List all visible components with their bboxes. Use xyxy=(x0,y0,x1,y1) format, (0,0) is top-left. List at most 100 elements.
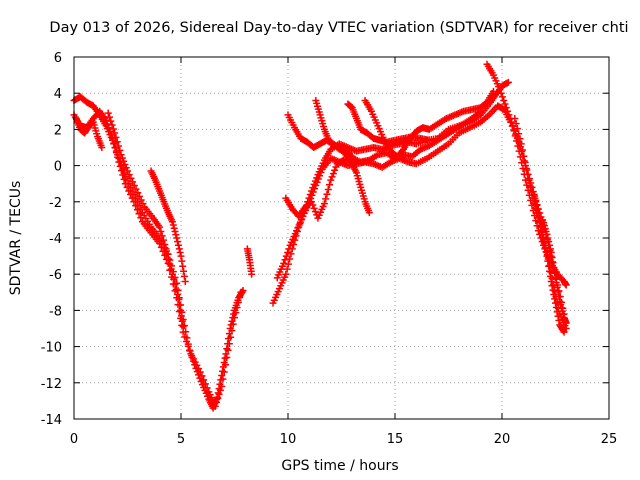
data-point xyxy=(198,372,206,380)
data-point xyxy=(129,178,137,186)
data-point xyxy=(555,317,563,325)
data-point xyxy=(174,290,182,298)
data-point xyxy=(134,189,142,197)
data-point xyxy=(515,147,523,155)
data-point xyxy=(507,118,515,126)
data-point xyxy=(168,270,176,278)
chart-title: Day 013 of 2026, Sidereal Day-to-day VTE… xyxy=(49,20,628,36)
data-point xyxy=(555,293,563,301)
y-tick-label: 4 xyxy=(54,87,62,102)
data-point xyxy=(186,347,194,355)
data-point xyxy=(513,125,521,133)
data-point xyxy=(121,161,129,169)
series-track-15 xyxy=(530,191,568,336)
data-point xyxy=(165,255,173,263)
data-point xyxy=(530,191,538,199)
data-point xyxy=(501,100,509,108)
data-point xyxy=(219,375,227,383)
data-point xyxy=(171,227,179,235)
data-point xyxy=(332,163,340,171)
y-tick-label: -2 xyxy=(49,196,62,211)
data-point xyxy=(137,196,145,204)
data-point xyxy=(553,308,561,316)
data-point xyxy=(181,333,189,341)
data-point xyxy=(248,270,256,278)
data-point xyxy=(511,115,519,123)
data-point xyxy=(523,181,531,189)
data-point xyxy=(128,194,136,202)
y-tick-label: 0 xyxy=(54,160,62,175)
x-tick-label: 20 xyxy=(494,432,511,447)
data-point xyxy=(218,382,226,390)
y-tick-label: 2 xyxy=(54,123,62,138)
data-point xyxy=(180,267,188,275)
data-point xyxy=(171,287,179,295)
data-point xyxy=(162,245,170,253)
data-point xyxy=(179,323,187,331)
data-point xyxy=(551,295,559,303)
x-tick-label: 5 xyxy=(177,432,185,447)
data-point xyxy=(173,234,181,242)
data-point xyxy=(98,144,106,151)
data-point xyxy=(526,182,534,190)
series-track-2 xyxy=(70,107,245,410)
data-point xyxy=(127,174,135,182)
data-point xyxy=(311,185,319,193)
data-point xyxy=(557,301,565,309)
data-point xyxy=(168,218,176,226)
data-point xyxy=(550,290,558,298)
data-point xyxy=(113,138,121,146)
data-point xyxy=(546,245,554,253)
data-point xyxy=(174,241,182,249)
data-point xyxy=(157,227,165,235)
data-point xyxy=(538,226,546,234)
data-point xyxy=(170,224,178,232)
data-point xyxy=(117,151,125,159)
y-tick-label: -4 xyxy=(49,232,62,247)
data-point xyxy=(540,235,548,243)
data-point xyxy=(559,310,567,318)
data-point xyxy=(177,306,185,314)
data-point xyxy=(112,133,120,141)
data-point xyxy=(309,188,317,196)
data-point xyxy=(121,180,129,188)
data-point xyxy=(534,205,542,213)
data-point xyxy=(120,157,128,165)
data-point xyxy=(551,269,559,277)
data-point xyxy=(552,304,560,312)
data-point xyxy=(552,274,559,282)
data-point xyxy=(214,394,222,402)
data-point xyxy=(184,342,192,350)
series-track-11 xyxy=(361,87,497,161)
data-point xyxy=(203,384,211,392)
data-point xyxy=(283,265,291,273)
data-point xyxy=(540,239,548,247)
x-axis-label: GPS time / hours xyxy=(281,458,398,474)
data-point xyxy=(116,162,124,170)
data-point xyxy=(543,252,551,260)
data-point xyxy=(232,309,240,317)
x-tick-label: 25 xyxy=(601,432,618,447)
data-point xyxy=(233,304,241,312)
data-point xyxy=(531,194,539,202)
data-point xyxy=(515,130,523,138)
data-point xyxy=(179,262,187,270)
data-point xyxy=(328,173,336,181)
data-point xyxy=(222,361,230,369)
data-point xyxy=(175,296,183,304)
data-point xyxy=(110,139,118,147)
data-point xyxy=(118,167,126,175)
data-point xyxy=(548,282,556,290)
data-point xyxy=(176,248,184,256)
data-point xyxy=(324,185,332,193)
data-point xyxy=(520,152,528,160)
data-point xyxy=(556,297,564,305)
data-point xyxy=(285,245,293,253)
data-point xyxy=(133,206,141,214)
data-point xyxy=(533,201,541,209)
data-point xyxy=(562,281,570,289)
y-tick-label: -8 xyxy=(49,304,62,319)
series-track-9 xyxy=(312,96,373,217)
data-point xyxy=(521,158,529,166)
data-point xyxy=(542,248,550,256)
